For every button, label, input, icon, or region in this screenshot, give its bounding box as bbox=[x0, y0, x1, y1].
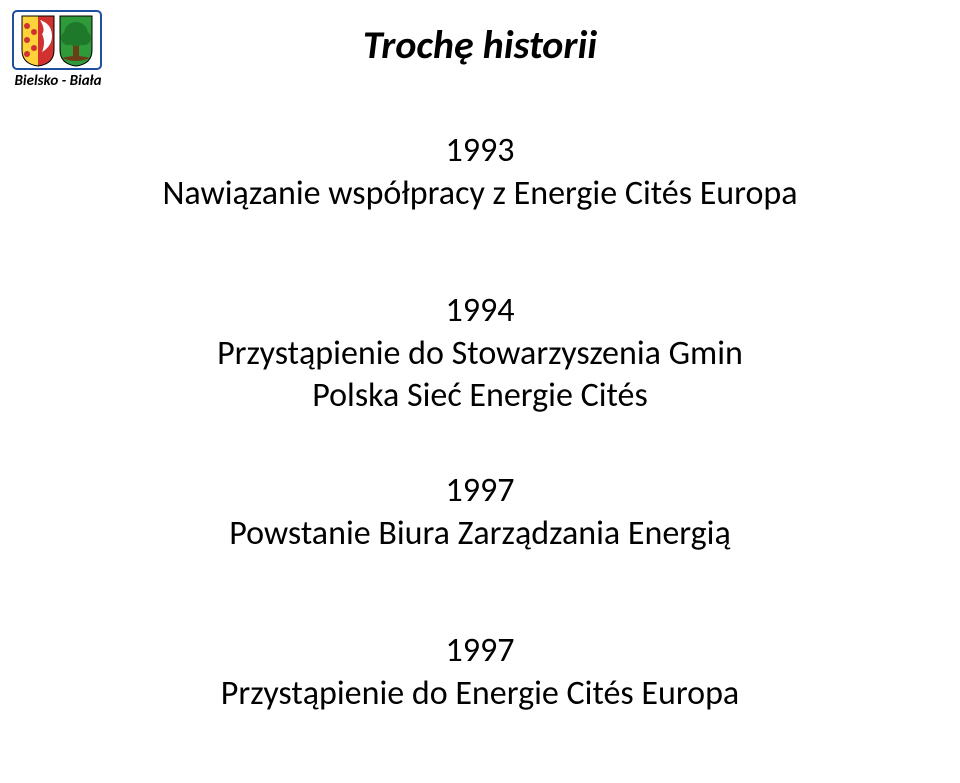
slide: Bielsko - Biała Trochę historii 1993 Naw… bbox=[0, 0, 960, 783]
history-text: Powstanie Biura Zarządzania Energią bbox=[0, 513, 960, 556]
city-label: Bielsko - Biała bbox=[4, 72, 112, 90]
history-block-1993: 1993 Nawiązanie współpracy z Energie Cit… bbox=[0, 130, 960, 215]
history-text: Przystąpienie do Stowarzyszenia GminPols… bbox=[0, 333, 960, 418]
history-block-1997a: 1997 Powstanie Biura Zarządzania Energią bbox=[0, 470, 960, 555]
history-block-1997b: 1997 Przystąpienie do Energie Cités Euro… bbox=[0, 630, 960, 715]
history-year: 1997 bbox=[0, 470, 960, 513]
slide-title: Trochę historii bbox=[0, 20, 960, 69]
history-text: Nawiązanie współpracy z Energie Cités Eu… bbox=[0, 173, 960, 216]
history-year: 1997 bbox=[0, 630, 960, 673]
history-year: 1994 bbox=[0, 290, 960, 333]
history-block-1994: 1994 Przystąpienie do Stowarzyszenia Gmi… bbox=[0, 290, 960, 418]
history-year: 1993 bbox=[0, 130, 960, 173]
history-text: Przystąpienie do Energie Cités Europa bbox=[0, 673, 960, 716]
